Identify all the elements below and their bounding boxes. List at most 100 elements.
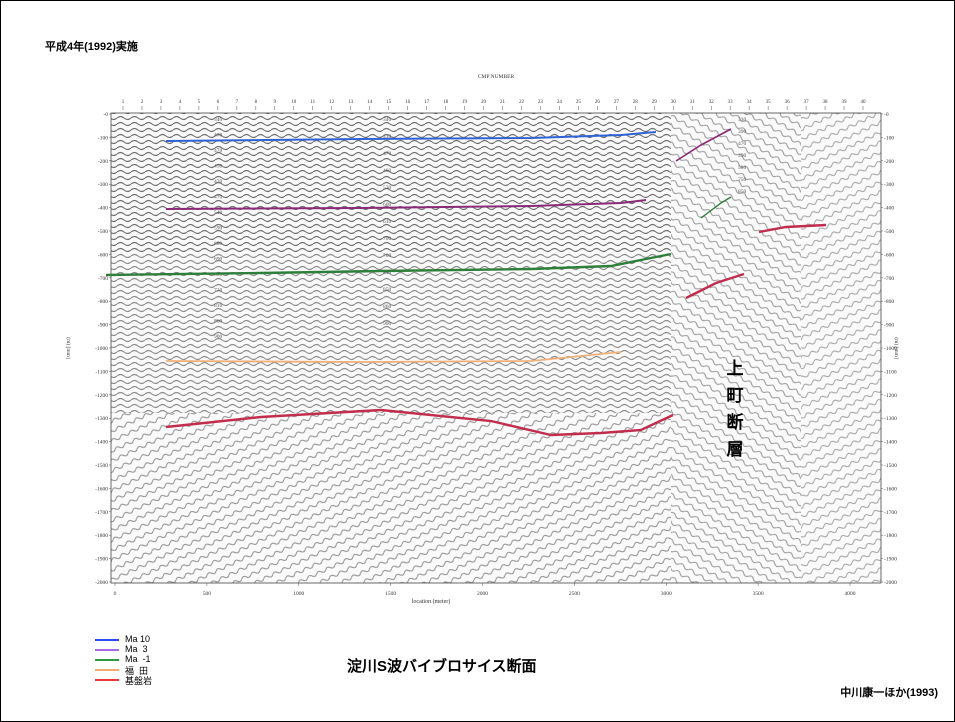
depth-tick-label-left: -1800: [95, 533, 108, 539]
depth-tick-label-left: -2000: [95, 580, 108, 586]
col3-velocity: 330: [738, 117, 747, 123]
col3-velocity: 490: [738, 153, 747, 159]
y-axis-title-left: (m) [mm]: [65, 337, 72, 359]
col1-velocity: 810: [214, 303, 223, 309]
legend-label: Ma 3: [125, 644, 148, 654]
cmp-tick-label: 3: [160, 100, 163, 105]
legend-label: Ma -1: [125, 654, 151, 664]
col1-velocity: 680: [214, 241, 223, 247]
depth-tick-label-left: -1900: [95, 557, 108, 563]
depth-tick-label-left: -1400: [95, 440, 108, 446]
seismic-section: CMP NUMBER 1 2 3 4 5 6 7 8 9 10 11 12 13 14 15 16 17 18 19 2…: [61, 73, 899, 613]
col2-velocity: 860: [383, 304, 392, 310]
east-block-texture: [801, 113, 881, 583]
col2-velocity: 850: [383, 287, 392, 293]
cmp-tick-label: 26: [595, 100, 601, 105]
legend-swatch: [95, 679, 119, 681]
reflector-zone-lower: [111, 413, 671, 583]
cmp-tick-label: 6: [217, 100, 220, 105]
cmp-tick-label: 23: [538, 100, 544, 105]
cmp-tick-label: 20: [481, 100, 487, 105]
legend-swatch: [95, 669, 119, 671]
col2-velocity: 470: [383, 151, 392, 157]
cmp-tick-label: 31: [690, 100, 696, 105]
cmp-tick-label: 10: [291, 100, 297, 105]
location-tick-label: 3500: [753, 591, 764, 597]
cmp-tick-label: 7: [236, 100, 239, 105]
depth-tick-label-right: -100: [884, 135, 894, 141]
location-axis-title: location (meter): [412, 598, 450, 605]
col2-velocity: 760: [383, 253, 392, 259]
depth-tick-label-left: -700: [98, 276, 108, 282]
cmp-tick-label: 9: [274, 100, 277, 105]
cmp-tick-label: 14: [367, 100, 373, 105]
depth-tick-label-right: -1700: [884, 510, 897, 516]
cmp-tick-label: 22: [519, 100, 525, 105]
col1-velocity: 860: [214, 319, 223, 325]
col2-velocity: 610: [383, 219, 392, 225]
depth-tick-label-left: -600: [98, 252, 108, 258]
cmp-tick-label: 1: [122, 100, 125, 105]
col2-velocity: 700: [383, 236, 392, 242]
depth-tick-label-left: -1600: [95, 486, 108, 492]
depth-tick-label-left: -500: [98, 229, 108, 235]
col1-velocity: 340: [214, 117, 223, 123]
cmp-tick-label: 33: [728, 100, 734, 105]
depth-tick-label-right: -0: [884, 112, 889, 118]
location-tick-label: 0: [114, 591, 117, 597]
depth-tick-label-right: -1300: [884, 416, 897, 422]
cmp-tick-label: 13: [348, 100, 354, 105]
cmp-tick-label: 37: [804, 100, 810, 105]
depth-tick-label-left: -200: [98, 159, 108, 165]
depth-tick-label-right: -600: [884, 252, 894, 258]
location-tick-label: 500: [203, 591, 212, 597]
depth-tick-label-left: -1300: [95, 416, 108, 422]
col1-velocity: 690: [214, 257, 223, 263]
depth-tick-label-left: -800: [98, 299, 108, 305]
cmp-tick-label: 15: [386, 100, 392, 105]
col3-velocity: 750: [738, 177, 747, 183]
figure-title: 淀川S波バイブロサイス断面: [347, 655, 537, 676]
col3-velocity: 580: [738, 165, 747, 171]
col2-velocity: 340: [383, 117, 392, 123]
col1-velocity: 590: [214, 226, 223, 232]
depth-tick-label-right: -1800: [884, 533, 897, 539]
depth-tick-label-right: -1500: [884, 463, 897, 469]
seismic-section-svg: CMP NUMBER1 2 3 4 5 6 7 8 9 10 11 12 13 14 15 16 17 18 19 2…: [61, 73, 899, 613]
figure-credit: 中川康一ほか(1993): [840, 684, 938, 700]
cmp-tick-label: 12: [329, 100, 335, 105]
uemachi-fault-label: 上町断層: [723, 355, 747, 463]
col2-velocity: 900: [383, 321, 392, 327]
depth-tick-label-left: -300: [98, 182, 108, 188]
location-tick-label: 4000: [845, 591, 856, 597]
cmp-tick-label: 29: [652, 100, 658, 105]
depth-tick-label-right: -1400: [884, 440, 897, 446]
location-tick-label: 2500: [569, 591, 580, 597]
cmp-tick-label: 39: [842, 100, 848, 105]
location-tick-label: 1500: [385, 591, 396, 597]
cmp-tick-label: 34: [747, 100, 753, 105]
depth-tick-label-right: -500: [884, 229, 894, 235]
col1-velocity: 470: [214, 195, 223, 201]
depth-tick-label-left: -1200: [95, 393, 108, 399]
legend-swatch: [95, 649, 119, 651]
cmp-tick-label: 32: [709, 100, 715, 105]
cmp-tick-label: 21: [500, 100, 506, 105]
depth-tick-label-left: -900: [98, 323, 108, 329]
depth-tick-label-right: -900: [884, 323, 894, 329]
col1-velocity: 470: [214, 179, 223, 185]
cmp-tick-label: 5: [198, 100, 201, 105]
col1-velocity: 900: [214, 334, 223, 340]
cmp-tick-label: 30: [671, 100, 677, 105]
col3-velocity: 390: [738, 129, 747, 135]
depth-tick-label-left: -400: [98, 206, 108, 212]
cmp-tick-label: 25: [576, 100, 582, 105]
depth-tick-label-left: -100: [98, 135, 108, 141]
cmp-tick-label: 2: [141, 100, 144, 105]
depth-tick-label-left: -1000: [95, 346, 108, 352]
cmp-tick-label: 36: [785, 100, 791, 105]
col1-velocity: 710: [214, 288, 223, 294]
cmp-tick-label: 17: [424, 100, 430, 105]
legend-swatch: [95, 659, 119, 661]
